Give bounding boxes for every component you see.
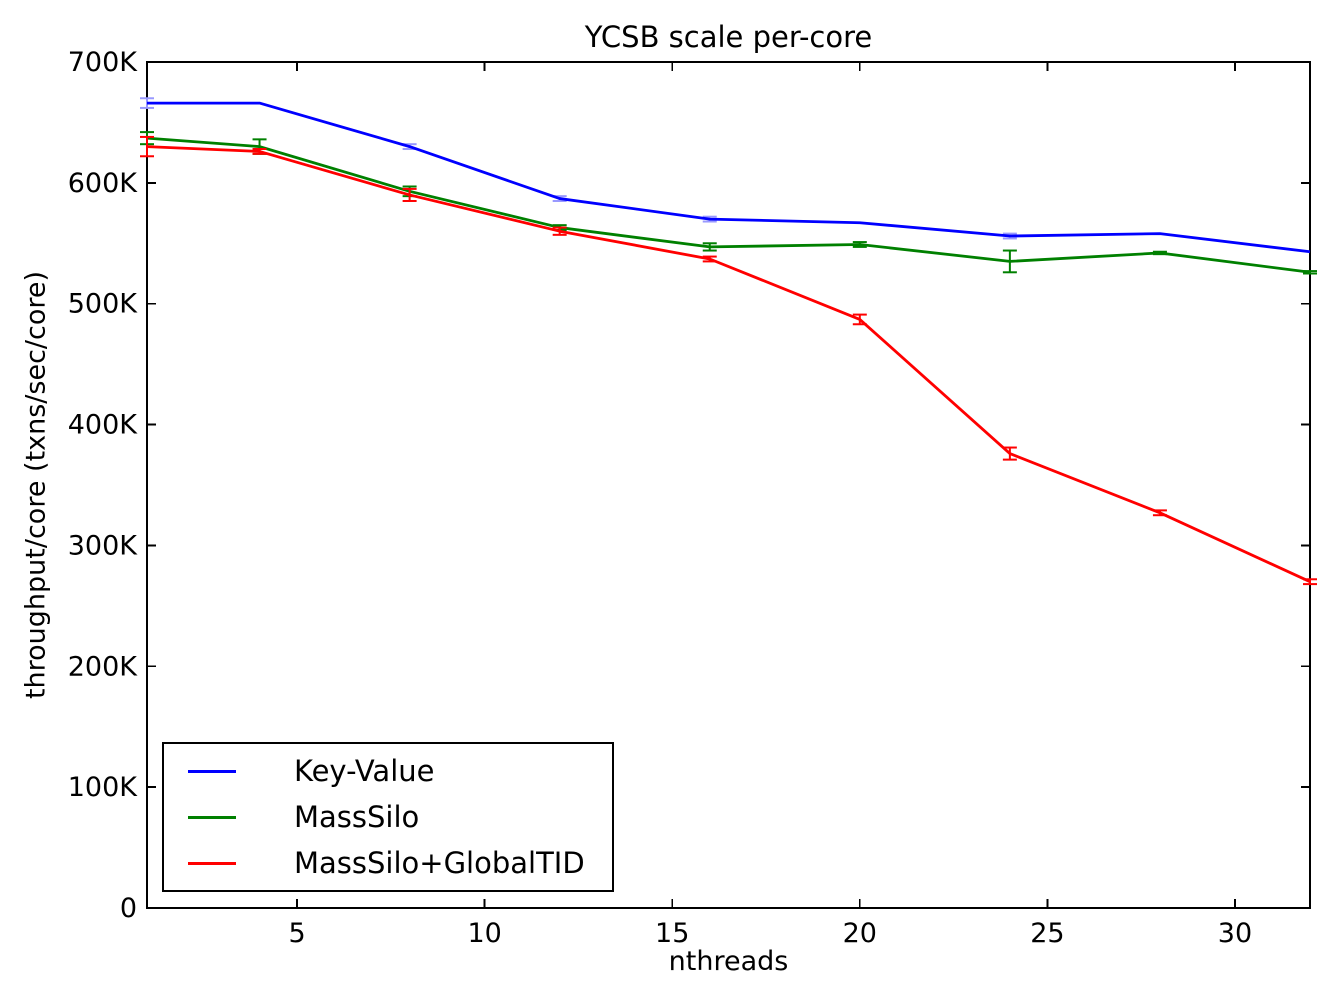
y-axis-label: throughput/core (txns/sec/core): [20, 270, 52, 700]
series-line-key-value: [147, 101, 1311, 254]
legend-entry: MassSilo+GlobalTID: [164, 845, 612, 880]
plot-border: [146, 61, 1311, 909]
x-tick-label: 10: [467, 918, 501, 949]
y-tick-label: 700K: [68, 47, 139, 78]
legend-line-sample: [188, 769, 236, 773]
x-tick-label: 25: [1030, 918, 1064, 949]
error-bars-key-value: [140, 97, 1017, 240]
chart-title: YCSB scale per-core: [584, 20, 873, 54]
y-tick-label: 100K: [68, 772, 139, 803]
legend-line-sample: [188, 815, 236, 819]
legend-entry: MassSilo: [164, 799, 612, 834]
x-tick-label: 5: [288, 918, 305, 949]
series-line-masssilo: [146, 136, 1311, 274]
y-tick-label: 200K: [68, 651, 139, 682]
legend-label: Key-Value: [294, 753, 435, 788]
axis-ticks: [147, 61, 1310, 909]
x-tick-label: 30: [1218, 918, 1252, 949]
y-tick-label: 0: [120, 893, 137, 924]
legend-label: MassSilo+GlobalTID: [294, 845, 585, 880]
legend-line-sample: [188, 861, 236, 865]
y-tick-label: 500K: [68, 289, 139, 320]
y-tick-labels: 0 100K 200K 300K 400K 500K 600K 700K: [68, 47, 139, 924]
y-tick-label: 300K: [68, 530, 139, 561]
x-tick-labels: 5 10 15 20 25 30: [288, 918, 1252, 949]
y-tick-label: 400K: [68, 410, 139, 441]
x-tick-label: 15: [655, 918, 689, 949]
error-bars-masssilo-globaltid: [140, 135, 1317, 586]
legend-label: MassSilo: [294, 799, 420, 834]
legend-entry: Key-Value: [164, 753, 612, 788]
legend: Key-Value MassSilo MassSilo+GlobalTID: [162, 742, 614, 892]
series-line-masssilo-globaltid: [146, 145, 1311, 583]
x-tick-label: 20: [843, 918, 877, 949]
y-tick-label: 600K: [68, 168, 139, 199]
x-axis-label: nthreads: [668, 946, 789, 977]
error-bars-masssilo: [140, 131, 1317, 275]
